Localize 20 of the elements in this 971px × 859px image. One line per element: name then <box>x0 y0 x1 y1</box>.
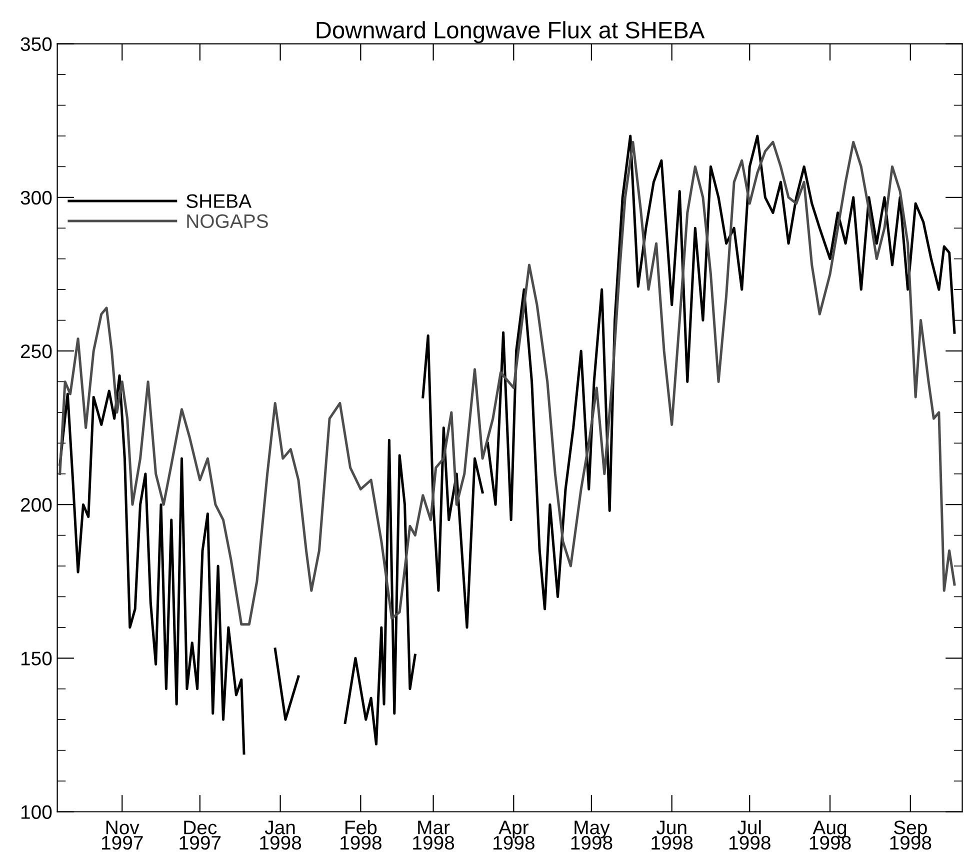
y-tick-label: 100 <box>21 805 52 819</box>
text: NOGAPS <box>187 214 268 228</box>
x-tick-label: Dec 1997 <box>180 820 221 850</box>
x-tick-label: Mar 1998 <box>413 820 454 850</box>
y-tick-label: 350 <box>20 37 52 52</box>
text: SHEBA <box>186 194 252 208</box>
y-tick-label: 300 <box>20 190 52 205</box>
x-tick-label: May 1998 <box>571 820 612 850</box>
x-tick-label: Feb 1998 <box>340 820 382 850</box>
x-tick-label: Nov 1997 <box>102 820 143 850</box>
x-tick-label: Aug 1998 <box>810 820 851 850</box>
y-tick-label: 150 <box>21 652 52 666</box>
x-tick-label: Jun 1998 <box>652 820 693 850</box>
y-tick-label: 250 <box>20 344 52 358</box>
chart-title: Downward Longwave Flux at SHEBA <box>316 21 705 44</box>
x-tick-label: Jan 1998 <box>260 820 302 850</box>
y-tick-label: 200 <box>20 498 52 512</box>
x-tick-label: Sep 1998 <box>890 820 932 850</box>
x-tick-label: Jul 1998 <box>729 820 770 850</box>
x-tick-label: Apr 1998 <box>494 820 534 850</box>
